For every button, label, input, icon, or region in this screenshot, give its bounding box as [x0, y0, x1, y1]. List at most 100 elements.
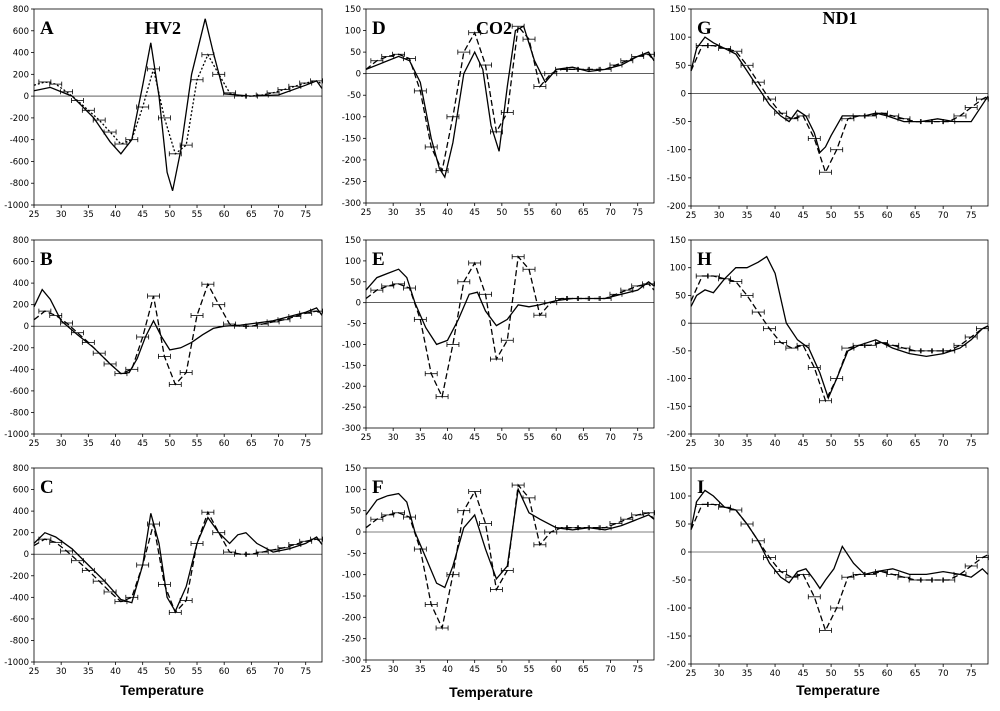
x-tick-label-c: 60	[219, 667, 230, 677]
error-bar-e	[642, 281, 655, 287]
error-bar-a	[212, 71, 226, 77]
y-tick-label-e: 0	[356, 299, 361, 309]
y-tick-label-h: -100	[667, 375, 686, 385]
y-tick-label-a: -800	[10, 179, 29, 189]
y-tick-label-g: 0	[681, 89, 686, 99]
x-tick-label-c: 35	[83, 667, 94, 677]
panel-g: 25 30 35 40 45 50 55 60 65 70 75 -200 -150 -100 -50 0 50…	[667, 5, 989, 221]
x-tick-label-c: 40	[110, 667, 121, 677]
error-bar-c	[168, 609, 182, 615]
error-bar-e	[631, 283, 645, 289]
y-tick-label-a: 400	[13, 49, 29, 59]
error-bar-c	[38, 536, 52, 542]
y-tick-label-i: 100	[670, 492, 686, 502]
y-tick-label-c: 200	[13, 529, 29, 539]
error-bar-i	[740, 521, 754, 527]
panel-label-f: F	[372, 477, 384, 498]
error-bar-b	[71, 330, 84, 336]
y-tick-label-g: -50	[672, 118, 686, 128]
error-bar-a	[136, 104, 150, 110]
error-bar-e	[609, 291, 623, 297]
error-bar-f	[424, 602, 438, 608]
y-tick-label-a: 200	[13, 70, 29, 80]
x-tick-label-g: 65	[910, 211, 921, 221]
x-tick-label-g: 55	[854, 211, 865, 221]
error-bar-b	[103, 361, 117, 367]
error-bar-i	[841, 574, 855, 580]
x-tick-label-h: 35	[742, 439, 753, 449]
error-bar-i	[942, 577, 956, 583]
error-bar-g	[841, 116, 855, 122]
error-bar-b	[266, 319, 280, 325]
x-tick-label-a: 60	[219, 210, 230, 220]
error-bar-h	[785, 345, 799, 351]
x-tick-label-h: 50	[826, 439, 837, 449]
error-bar-i	[875, 569, 888, 575]
y-tick-label-d: -300	[342, 199, 361, 209]
error-bar-f	[620, 516, 634, 522]
panel-i: 25 30 35 40 45 50 55 60 65 70 75 -200 -150 -100 -50 0 50…	[667, 464, 989, 679]
x-tick-label-f: 55	[524, 665, 535, 675]
error-bar-i	[863, 571, 877, 577]
series-i-measured	[690, 489, 989, 590]
series-a-measured	[33, 18, 323, 191]
y-tick-label-d: -150	[342, 134, 361, 144]
x-tick-label-a: 25	[29, 210, 40, 220]
x-axis-label-middle: Temperature	[449, 684, 533, 700]
y-tick-label-h: 150	[670, 236, 686, 246]
error-bar-b	[158, 353, 171, 359]
error-bar-a	[223, 90, 237, 96]
error-bar-h	[841, 345, 855, 351]
y-tick-label-b: 200	[13, 301, 29, 311]
column-title-nd1: ND1	[823, 8, 858, 28]
error-bar-c	[190, 540, 204, 546]
panel-label-g: G	[697, 18, 712, 39]
x-tick-label-c: 70	[273, 667, 284, 677]
x-tick-label-a: 40	[110, 210, 121, 220]
error-bar-b	[60, 320, 74, 326]
error-bar-b	[147, 293, 160, 299]
error-bar-h	[953, 342, 967, 348]
y-tick-label-i: 0	[681, 548, 686, 558]
y-tick-label-e: -50	[347, 320, 361, 330]
x-tick-label-b: 35	[83, 439, 94, 449]
plot-frame-f	[365, 467, 655, 661]
y-tick-label-d: -250	[342, 177, 361, 187]
x-tick-label-g: 75	[966, 211, 977, 221]
series-f-reference	[365, 483, 655, 631]
error-bar-h	[886, 342, 900, 348]
error-bar-i	[774, 569, 788, 575]
x-tick-label-i: 75	[966, 669, 977, 679]
error-bar-e	[468, 260, 482, 266]
y-tick-label-f: -200	[342, 613, 361, 623]
x-tick-label-h: 60	[882, 439, 893, 449]
y-tick-label-c: -200	[10, 572, 29, 582]
x-tick-label-e: 40	[442, 433, 453, 443]
panel-label-h: H	[697, 249, 712, 270]
error-bar-c	[310, 536, 323, 542]
error-bar-h	[942, 348, 956, 354]
error-bar-a	[244, 93, 258, 99]
y-tick-label-c: 600	[13, 486, 29, 496]
x-tick-label-i: 35	[742, 669, 753, 679]
x-tick-label-f: 60	[551, 665, 562, 675]
y-tick-label-a: 0	[24, 92, 29, 102]
x-tick-label-e: 55	[524, 433, 535, 443]
x-tick-label-d: 65	[578, 208, 589, 218]
error-bar-h	[695, 273, 709, 279]
error-bar-d	[413, 88, 427, 94]
error-bar-d	[609, 62, 623, 68]
error-bar-i	[763, 555, 776, 561]
error-bar-c	[223, 549, 237, 555]
x-tick-label-c: 75	[300, 667, 311, 677]
error-bar-h	[740, 292, 754, 298]
error-bar-c	[179, 598, 193, 604]
error-bar-d	[392, 51, 406, 57]
x-tick-label-f: 65	[578, 665, 589, 675]
series-e-reference	[365, 255, 655, 399]
x-tick-label-f: 25	[361, 665, 372, 675]
error-bar-d	[479, 62, 492, 68]
x-tick-label-g: 70	[938, 211, 949, 221]
x-tick-label-e: 45	[469, 433, 480, 443]
series-f-measured	[365, 487, 655, 589]
